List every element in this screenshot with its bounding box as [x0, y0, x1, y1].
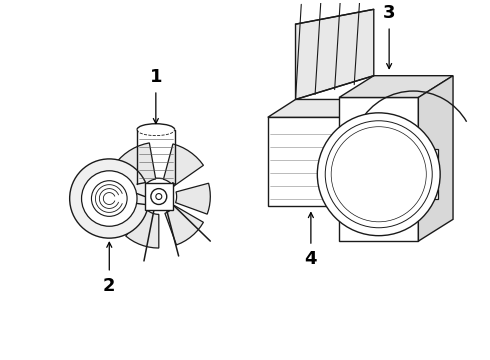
Circle shape: [92, 181, 127, 216]
Polygon shape: [420, 189, 438, 199]
Polygon shape: [339, 76, 453, 98]
Polygon shape: [268, 99, 382, 117]
Text: 4: 4: [305, 250, 317, 268]
Polygon shape: [354, 99, 382, 206]
Circle shape: [318, 113, 440, 236]
Circle shape: [156, 194, 162, 199]
Text: 1: 1: [149, 68, 162, 86]
Text: 2: 2: [103, 277, 116, 295]
Circle shape: [70, 159, 149, 238]
Circle shape: [151, 189, 167, 204]
Polygon shape: [126, 210, 159, 248]
Polygon shape: [175, 183, 210, 214]
Polygon shape: [295, 9, 374, 99]
Circle shape: [81, 171, 137, 226]
Polygon shape: [164, 144, 203, 186]
Polygon shape: [339, 98, 418, 241]
Polygon shape: [165, 206, 203, 245]
Polygon shape: [268, 117, 354, 206]
Polygon shape: [418, 76, 453, 241]
Polygon shape: [420, 149, 438, 159]
Text: 3: 3: [383, 4, 395, 22]
Polygon shape: [117, 143, 156, 185]
Bar: [145, 183, 172, 210]
